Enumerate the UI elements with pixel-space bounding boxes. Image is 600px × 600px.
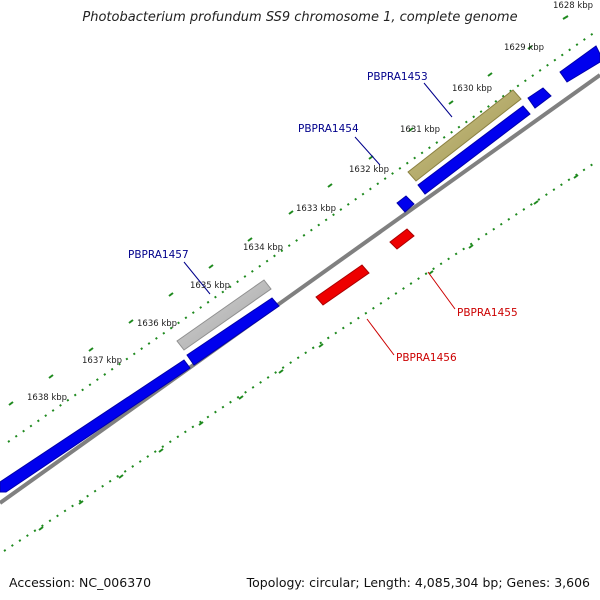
scale-label: 1628 kbp [553, 1, 593, 11]
gene-label-PBPRA1454[interactable]: PBPRA1454 [298, 123, 359, 135]
inner-tick-track [3, 161, 597, 552]
gene-label-PBPRA1456[interactable]: PBPRA1456 [396, 352, 457, 364]
gene-PBPRA1453[interactable] [407, 89, 522, 182]
scale-label: 1630 kbp [452, 84, 492, 94]
gene-PBPRA1455-shape[interactable] [389, 228, 415, 250]
scale-label: 1638 kbp [27, 393, 67, 403]
gene-block[interactable] [0, 359, 191, 493]
chromosome-backbone [0, 73, 600, 505]
gene-PBPRA1456-shape[interactable] [315, 264, 370, 306]
genome-summary-text: Topology: circular; Length: 4,085,304 bp… [246, 575, 590, 590]
map-title: Photobacterium profundum SS9 chromosome … [82, 10, 518, 25]
accession-text: Accession: NC_006370 [9, 575, 152, 590]
scale-label: 1631 kbp [400, 125, 440, 135]
scale-label: 1632 kbp [349, 165, 389, 175]
forward-genes [0, 45, 600, 493]
scale-label: 1629 kbp [504, 43, 544, 53]
scale-labels: 1628 kbp 1629 kbp 1630 kbp 1631 kbp 1632… [27, 1, 593, 403]
gene-callouts [183, 82, 456, 356]
gene-block[interactable] [186, 297, 280, 366]
gene-block[interactable] [559, 45, 600, 83]
outer-tick-track [7, 29, 599, 443]
gene-label-PBPRA1455[interactable]: PBPRA1455 [457, 307, 518, 319]
scale-label: 1635 kbp [190, 281, 230, 291]
major-ticks [8, 15, 579, 531]
scale-label: 1636 kbp [137, 319, 177, 329]
scale-label: 1634 kbp [243, 243, 283, 253]
gene-block[interactable] [527, 87, 552, 109]
gene-label-PBPRA1453[interactable]: PBPRA1453 [367, 71, 428, 83]
gene-PBPRA1457[interactable] [176, 279, 272, 351]
reverse-genes [315, 228, 415, 306]
scale-label: 1637 kbp [82, 356, 122, 366]
scale-label: 1633 kbp [296, 204, 336, 214]
gene-block[interactable] [396, 195, 415, 213]
gene-label-PBPRA1457[interactable]: PBPRA1457 [128, 249, 189, 261]
gene-block[interactable] [417, 105, 531, 195]
